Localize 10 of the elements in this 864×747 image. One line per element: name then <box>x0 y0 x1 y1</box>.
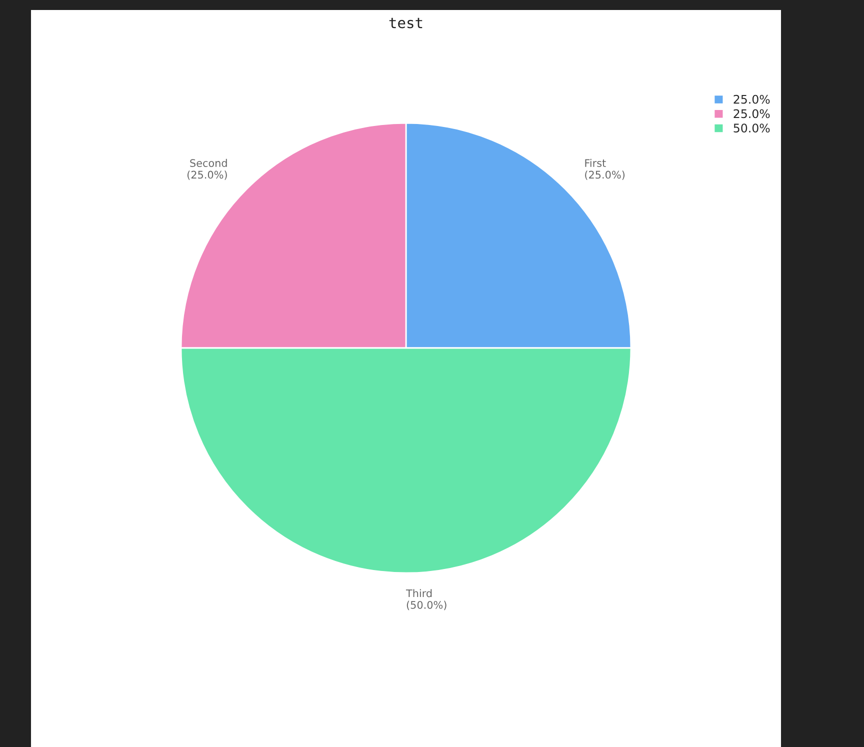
slice-label: Second <box>190 158 227 167</box>
slice-label: Third <box>406 589 432 598</box>
data-label: (25.0%) <box>187 170 227 180</box>
slice-label: First <box>585 158 606 167</box>
text: 50.0% <box>734 124 770 133</box>
data-label: (50.0%) <box>406 600 446 610</box>
text: 25.0% <box>734 109 770 118</box>
text: 25.0% <box>734 94 770 104</box>
data-label: (25.0%) <box>585 170 625 180</box>
chart-title: test <box>389 18 422 28</box>
